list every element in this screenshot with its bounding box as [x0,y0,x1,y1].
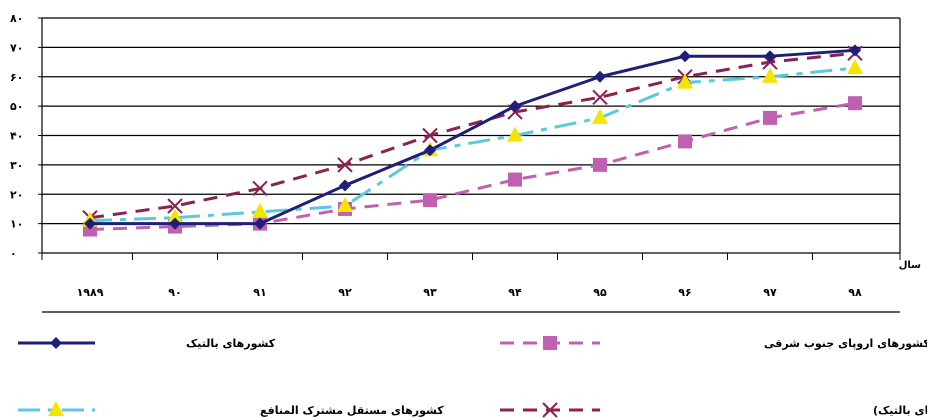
legend-label: کشورهای نزدیک به اتحادیه اروپا (بجز کشور… [873,404,927,417]
data-point [594,70,606,83]
data-point [337,157,353,173]
x-tick-label: ۹۲ [338,286,352,299]
x-tick-label: ۹۰ [168,286,181,299]
legend-label: کشورهای مستقل مشترک المنافع [260,404,444,417]
data-point [339,179,351,192]
data-point [847,58,863,74]
data-point [423,193,437,208]
x-tick-label: ۹۷ [763,286,777,299]
x-tick-label: ۹۴ [508,286,522,299]
series-1 [84,44,861,230]
data-point [422,127,438,144]
data-point [337,197,353,212]
data-point [508,172,522,187]
data-point [679,50,691,63]
data-point [509,100,521,113]
data-point [764,50,776,63]
axes [41,18,901,313]
data-point [169,217,181,230]
legend-item: کشورهای نزدیک به اتحادیه اروپا (بجز کشور… [500,402,927,418]
y-tick-labels: ۰ ۱۰ ۲۰ ۳۰ ۴۰ ۵۰ ۶۰ ۷۰ ۸۰ [10,12,23,260]
legend-marker [543,336,557,350]
x-tick-label: ۹۱ [253,286,266,299]
data-point [762,67,778,83]
data-point [254,217,266,230]
legend: کشورهای بالتیک سایر کشورهای اروپای جنوب ش… [18,336,927,418]
y-tick-label: ۸۰ [10,12,23,25]
data-point [848,96,862,111]
data-point [677,73,693,89]
legend-marker [542,402,558,418]
data-point [167,208,183,224]
y-tick-label: ۲۰ [10,188,23,201]
data-point [424,144,436,157]
series-group [82,44,863,237]
y-tick-label: ۳۰ [10,159,23,172]
y-tick-label: ۱۰ [10,218,23,231]
x-tick-labels: ۱۹۸۹ ۹۰ ۹۱ ۹۲ ۹۳ ۹۴ ۹۵ ۹۶ ۹۷ ۹۸ [77,286,862,299]
series-line [89,51,856,220]
legend-marker [48,401,64,416]
data-point [849,44,861,57]
data-point [252,202,268,218]
y-tick-label: ۶۰ [10,71,23,84]
legend-item: کشورهای بالتیک [18,337,276,350]
y-tick-label: ۷۰ [10,41,23,54]
legend-label: کشورهای بالتیک [186,337,276,350]
series-line [89,66,856,223]
data-point [167,198,183,214]
x-tick-label: ۹۵ [593,286,607,299]
legend-item: سایر کشورهای اروپای جنوب شرقی [500,336,927,350]
data-point [763,110,777,125]
series-line [90,48,856,226]
data-point [84,217,96,230]
x-tick-label: ۹۶ [678,286,691,299]
x-tick-label: ۹۸ [848,286,862,299]
x-tick-label: ۱۹۸۹ [77,286,104,299]
x-tick-label: ۹۳ [423,286,437,299]
x-axis-title: سال [899,260,921,271]
y-tick-label: ۴۰ [10,130,23,143]
data-point [678,134,692,149]
y-tick-label: ۰ [10,247,17,260]
legend-marker [50,337,62,349]
legend-item: کشورهای مستقل مشترک المنافع [18,401,444,417]
data-point [593,157,607,172]
legend-label: سایر کشورهای اروپای جنوب شرقی [764,337,927,350]
y-tick-label: ۵۰ [10,100,23,113]
data-point [592,108,608,124]
data-point [507,126,523,142]
data-point [592,89,608,106]
data-point [252,180,268,197]
